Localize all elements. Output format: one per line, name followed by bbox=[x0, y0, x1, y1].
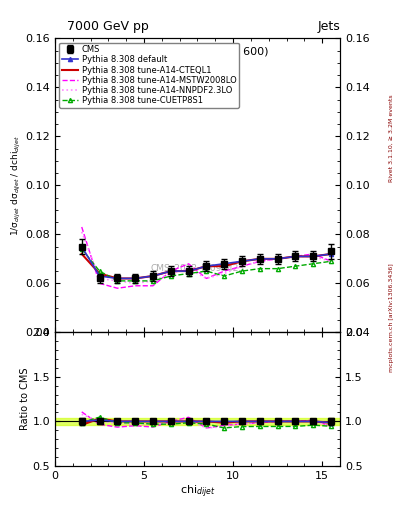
Pythia 8.308 tune-A14-CTEQL1 bbox=[186, 268, 191, 274]
Pythia 8.308 tune-A14-CTEQL1 bbox=[240, 258, 244, 264]
Pythia 8.308 default bbox=[169, 268, 173, 274]
Pythia 8.308 default bbox=[204, 263, 209, 269]
Pythia 8.308 tune-A14-MSTW2008LO bbox=[240, 263, 244, 269]
Legend: CMS, Pythia 8.308 default, Pythia 8.308 tune-A14-CTEQL1, Pythia 8.308 tune-A14-M: CMS, Pythia 8.308 default, Pythia 8.308 … bbox=[59, 42, 239, 108]
Pythia 8.308 tune-A14-MSTW2008LO bbox=[186, 261, 191, 267]
Pythia 8.308 tune-A14-MSTW2008LO bbox=[151, 283, 155, 289]
Text: χ (jets) (400 < Mjj < 600): χ (jets) (400 < Mjj < 600) bbox=[127, 47, 268, 57]
Pythia 8.308 tune-CUETP8S1 bbox=[257, 266, 262, 272]
Pythia 8.308 tune-A14-CTEQL1 bbox=[329, 251, 333, 257]
Pythia 8.308 tune-A14-CTEQL1 bbox=[133, 275, 138, 282]
Pythia 8.308 tune-A14-CTEQL1 bbox=[311, 253, 316, 260]
Pythia 8.308 tune-A14-CTEQL1 bbox=[169, 268, 173, 274]
Pythia 8.308 tune-A14-NNPDF2.3LO bbox=[204, 275, 209, 282]
Pythia 8.308 tune-A14-MSTW2008LO bbox=[79, 224, 84, 230]
Pythia 8.308 tune-A14-NNPDF2.3LO bbox=[222, 270, 226, 276]
Pythia 8.308 default bbox=[151, 273, 155, 279]
Pythia 8.308 tune-CUETP8S1 bbox=[311, 261, 316, 267]
Pythia 8.308 default bbox=[115, 275, 120, 282]
Pythia 8.308 tune-A14-CTEQL1 bbox=[115, 275, 120, 282]
Pythia 8.308 tune-A14-MSTW2008LO bbox=[257, 258, 262, 264]
Pythia 8.308 tune-A14-CTEQL1 bbox=[275, 256, 280, 262]
Pythia 8.308 tune-CUETP8S1 bbox=[329, 258, 333, 264]
Pythia 8.308 tune-A14-NNPDF2.3LO bbox=[79, 229, 84, 235]
X-axis label: chi$_{dijet}$: chi$_{dijet}$ bbox=[180, 483, 215, 500]
Pythia 8.308 default bbox=[329, 251, 333, 257]
Pythia 8.308 tune-A14-MSTW2008LO bbox=[329, 258, 333, 264]
Pythia 8.308 tune-A14-MSTW2008LO bbox=[169, 268, 173, 274]
Pythia 8.308 tune-CUETP8S1 bbox=[293, 263, 298, 269]
Pythia 8.308 tune-A14-NNPDF2.3LO bbox=[275, 256, 280, 262]
Line: Pythia 8.308 tune-A14-NNPDF2.3LO: Pythia 8.308 tune-A14-NNPDF2.3LO bbox=[82, 232, 331, 283]
Pythia 8.308 tune-A14-NNPDF2.3LO bbox=[311, 253, 316, 260]
Pythia 8.308 tune-A14-NNPDF2.3LO bbox=[240, 263, 244, 269]
Pythia 8.308 tune-A14-NNPDF2.3LO bbox=[151, 278, 155, 284]
Pythia 8.308 tune-A14-CTEQL1 bbox=[222, 263, 226, 269]
Pythia 8.308 default bbox=[311, 253, 316, 260]
Text: mcplots.cern.ch [arXiv:1306.3436]: mcplots.cern.ch [arXiv:1306.3436] bbox=[389, 263, 393, 372]
Pythia 8.308 tune-A14-CTEQL1 bbox=[204, 263, 209, 269]
Pythia 8.308 tune-A14-NNPDF2.3LO bbox=[97, 275, 102, 282]
Pythia 8.308 tune-A14-NNPDF2.3LO bbox=[115, 278, 120, 284]
Pythia 8.308 tune-CUETP8S1 bbox=[275, 266, 280, 272]
Pythia 8.308 default bbox=[293, 253, 298, 260]
Pythia 8.308 tune-CUETP8S1 bbox=[79, 246, 84, 252]
Pythia 8.308 tune-CUETP8S1 bbox=[151, 278, 155, 284]
Pythia 8.308 tune-A14-MSTW2008LO bbox=[311, 251, 316, 257]
Text: Rivet 3.1.10, ≥ 3.2M events: Rivet 3.1.10, ≥ 3.2M events bbox=[389, 94, 393, 182]
Pythia 8.308 default bbox=[240, 258, 244, 264]
Pythia 8.308 tune-A14-MSTW2008LO bbox=[115, 285, 120, 291]
Pythia 8.308 tune-CUETP8S1 bbox=[204, 268, 209, 274]
Y-axis label: Ratio to CMS: Ratio to CMS bbox=[20, 368, 29, 431]
Pythia 8.308 tune-A14-NNPDF2.3LO bbox=[169, 270, 173, 276]
Pythia 8.308 tune-CUETP8S1 bbox=[169, 273, 173, 279]
Pythia 8.308 tune-A14-CTEQL1 bbox=[97, 270, 102, 276]
Line: Pythia 8.308 tune-CUETP8S1: Pythia 8.308 tune-CUETP8S1 bbox=[80, 247, 333, 283]
Y-axis label: 1/σ$_{dijet}$ dσ$_{dijet}$ / dchi$_{dijet}$: 1/σ$_{dijet}$ dσ$_{dijet}$ / dchi$_{dije… bbox=[9, 135, 23, 236]
Pythia 8.308 tune-A14-NNPDF2.3LO bbox=[186, 266, 191, 272]
Pythia 8.308 tune-CUETP8S1 bbox=[186, 270, 191, 276]
Pythia 8.308 tune-CUETP8S1 bbox=[115, 278, 120, 284]
Pythia 8.308 tune-A14-CTEQL1 bbox=[79, 251, 84, 257]
Pythia 8.308 tune-CUETP8S1 bbox=[240, 268, 244, 274]
Text: CMS_2012_I1090423: CMS_2012_I1090423 bbox=[151, 263, 244, 272]
Pythia 8.308 tune-A14-CTEQL1 bbox=[257, 256, 262, 262]
Line: Pythia 8.308 tune-A14-CTEQL1: Pythia 8.308 tune-A14-CTEQL1 bbox=[82, 254, 331, 279]
Pythia 8.308 default bbox=[257, 256, 262, 262]
Bar bbox=[55, 418, 340, 424]
Line: Pythia 8.308 tune-A14-MSTW2008LO: Pythia 8.308 tune-A14-MSTW2008LO bbox=[82, 227, 331, 288]
Text: 7000 GeV pp: 7000 GeV pp bbox=[67, 20, 149, 33]
Pythia 8.308 tune-A14-NNPDF2.3LO bbox=[133, 280, 138, 286]
Pythia 8.308 tune-A14-MSTW2008LO bbox=[275, 256, 280, 262]
Pythia 8.308 tune-CUETP8S1 bbox=[222, 273, 226, 279]
Pythia 8.308 tune-A14-MSTW2008LO bbox=[97, 280, 102, 286]
Pythia 8.308 tune-A14-NNPDF2.3LO bbox=[257, 258, 262, 264]
Pythia 8.308 default bbox=[97, 273, 102, 279]
Pythia 8.308 tune-A14-MSTW2008LO bbox=[293, 253, 298, 260]
Pythia 8.308 default bbox=[275, 256, 280, 262]
Pythia 8.308 default bbox=[186, 268, 191, 274]
Pythia 8.308 default bbox=[133, 275, 138, 282]
Pythia 8.308 tune-A14-NNPDF2.3LO bbox=[329, 258, 333, 264]
Text: Jets: Jets bbox=[317, 20, 340, 33]
Pythia 8.308 tune-A14-MSTW2008LO bbox=[204, 275, 209, 282]
Pythia 8.308 tune-A14-NNPDF2.3LO bbox=[293, 253, 298, 260]
Pythia 8.308 tune-A14-MSTW2008LO bbox=[133, 283, 138, 289]
Pythia 8.308 tune-CUETP8S1 bbox=[97, 268, 102, 274]
Pythia 8.308 default bbox=[79, 244, 84, 250]
Pythia 8.308 tune-CUETP8S1 bbox=[133, 278, 138, 284]
Line: Pythia 8.308 default: Pythia 8.308 default bbox=[80, 245, 333, 281]
Pythia 8.308 tune-A14-CTEQL1 bbox=[151, 273, 155, 279]
Pythia 8.308 tune-A14-CTEQL1 bbox=[293, 253, 298, 260]
Pythia 8.308 tune-A14-MSTW2008LO bbox=[222, 268, 226, 274]
Pythia 8.308 default bbox=[222, 261, 226, 267]
